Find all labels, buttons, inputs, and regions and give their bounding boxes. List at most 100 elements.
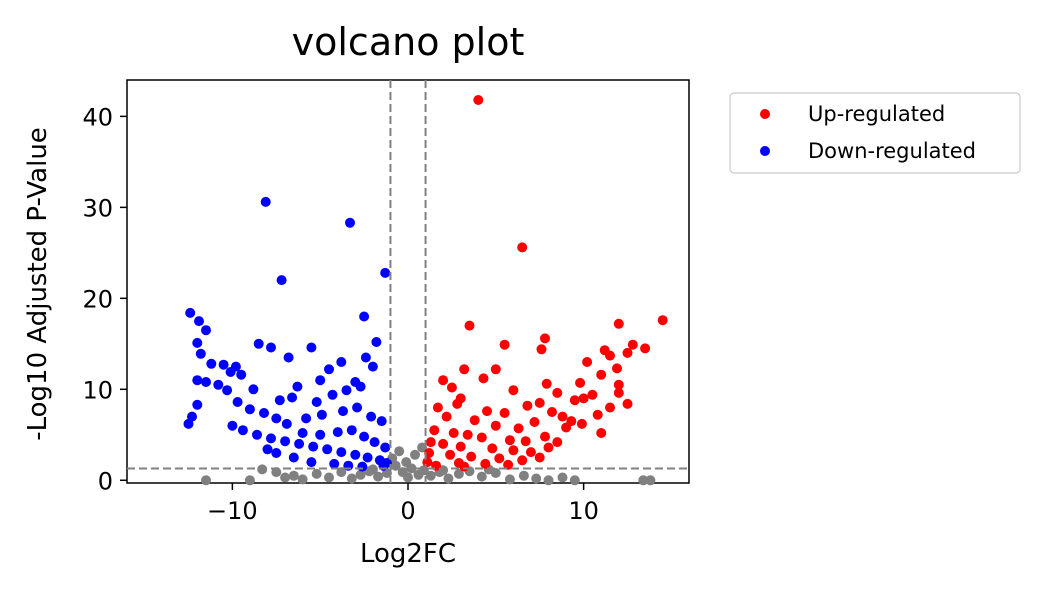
y-tick-label: 30	[82, 194, 113, 222]
point-up-regulated	[640, 343, 651, 354]
point-down-regulated	[271, 413, 282, 424]
plot-area: −10 0 10 0 10 20 30 40	[82, 79, 690, 525]
point-not-significant	[557, 472, 568, 483]
point-down-regulated	[362, 452, 373, 463]
point-up-regulated	[445, 449, 456, 460]
point-down-regulated	[276, 275, 287, 286]
point-up-regulated	[466, 451, 477, 462]
point-not-significant	[324, 472, 334, 483]
plot-frame	[126, 79, 690, 484]
point-down-regulated	[360, 352, 371, 363]
point-up-regulated	[522, 400, 533, 411]
point-down-regulated	[244, 404, 255, 415]
point-up-regulated	[622, 347, 633, 358]
point-up-regulated	[490, 420, 501, 431]
y-tick-label: 40	[82, 103, 113, 131]
point-down-regulated	[341, 385, 352, 396]
point-down-regulated	[355, 381, 366, 392]
point-up-regulated	[578, 393, 589, 404]
point-down-regulated	[357, 461, 368, 472]
point-up-regulated	[487, 443, 498, 454]
point-down-regulated	[359, 311, 370, 322]
point-down-regulated	[213, 379, 224, 390]
point-down-regulated	[236, 369, 247, 380]
point-down-regulated	[271, 448, 282, 458]
y-tick-label: 10	[82, 376, 113, 404]
point-up-regulated	[561, 422, 572, 433]
point-up-regulated	[464, 320, 475, 331]
y-axis-label: -Log10 Adjusted P-Value	[23, 127, 53, 441]
point-down-regulated	[367, 361, 378, 372]
point-down-regulated	[281, 418, 292, 429]
point-up-regulated	[508, 385, 519, 396]
point-up-regulated	[459, 364, 470, 375]
point-up-regulated	[592, 409, 603, 420]
point-not-significant	[403, 472, 413, 483]
point-up-regulated	[513, 423, 524, 434]
point-down-regulated	[350, 449, 361, 460]
x-tick-label: 0	[400, 497, 415, 525]
point-down-regulated	[280, 436, 291, 447]
point-down-regulated	[260, 196, 271, 207]
point-up-regulated	[613, 379, 624, 390]
point-up-regulated	[605, 402, 615, 413]
point-not-significant	[531, 473, 542, 484]
point-not-significant	[543, 475, 554, 486]
x-axis-label: Log2FC	[360, 539, 456, 569]
point-up-regulated	[596, 428, 607, 438]
point-down-regulated	[297, 428, 308, 438]
point-not-significant	[504, 474, 515, 485]
threshold-lines	[127, 80, 689, 483]
point-up-regulated	[480, 458, 491, 469]
point-not-significant	[271, 467, 282, 478]
point-down-regulated	[252, 429, 262, 440]
point-up-regulated	[482, 406, 492, 417]
point-up-regulated	[517, 242, 528, 253]
point-up-regulated	[587, 389, 598, 400]
point-up-regulated	[508, 445, 519, 456]
point-down-regulated	[369, 437, 380, 448]
point-up-regulated	[473, 95, 484, 105]
point-not-significant	[311, 468, 322, 479]
point-up-regulated	[605, 350, 615, 361]
point-up-regulated	[569, 395, 580, 406]
point-up-regulated	[575, 377, 586, 388]
point-up-regulated	[455, 441, 466, 452]
point-not-significant	[443, 473, 454, 484]
point-up-regulated	[478, 373, 489, 384]
point-down-regulated	[366, 411, 377, 422]
point-not-significant	[410, 449, 420, 460]
point-down-regulated	[332, 427, 343, 438]
point-up-regulated	[552, 437, 563, 448]
point-up-regulated	[534, 452, 545, 463]
point-up-regulated	[438, 438, 449, 449]
point-up-regulated	[499, 408, 510, 418]
point-not-significant	[453, 468, 464, 479]
point-up-regulated	[424, 448, 435, 458]
point-up-regulated	[446, 382, 457, 393]
point-down-regulated	[187, 411, 197, 422]
point-up-regulated	[429, 425, 440, 436]
point-up-regulated	[422, 457, 433, 468]
point-down-regulated	[262, 444, 273, 455]
point-up-regulated	[534, 397, 545, 408]
point-down-regulated	[283, 352, 294, 363]
point-not-significant	[425, 470, 436, 481]
legend-item-up: Up-regulated	[760, 102, 945, 126]
point-not-significant	[355, 469, 366, 480]
point-up-regulated	[541, 378, 552, 389]
point-up-regulated	[476, 432, 487, 443]
point-down-regulated	[192, 337, 203, 348]
point-up-regulated	[494, 453, 505, 464]
x-tick-label: 10	[568, 497, 599, 525]
point-down-regulated	[352, 402, 363, 413]
point-down-regulated	[185, 307, 196, 318]
point-down-regulated	[380, 267, 391, 278]
point-up-regulated	[529, 417, 540, 427]
legend-label-up: Up-regulated	[808, 102, 945, 126]
point-down-regulated	[316, 409, 327, 420]
point-not-significant	[280, 472, 291, 483]
point-down-regulated	[232, 397, 243, 407]
legend-marker-up	[760, 109, 770, 119]
point-down-regulated	[274, 395, 285, 406]
